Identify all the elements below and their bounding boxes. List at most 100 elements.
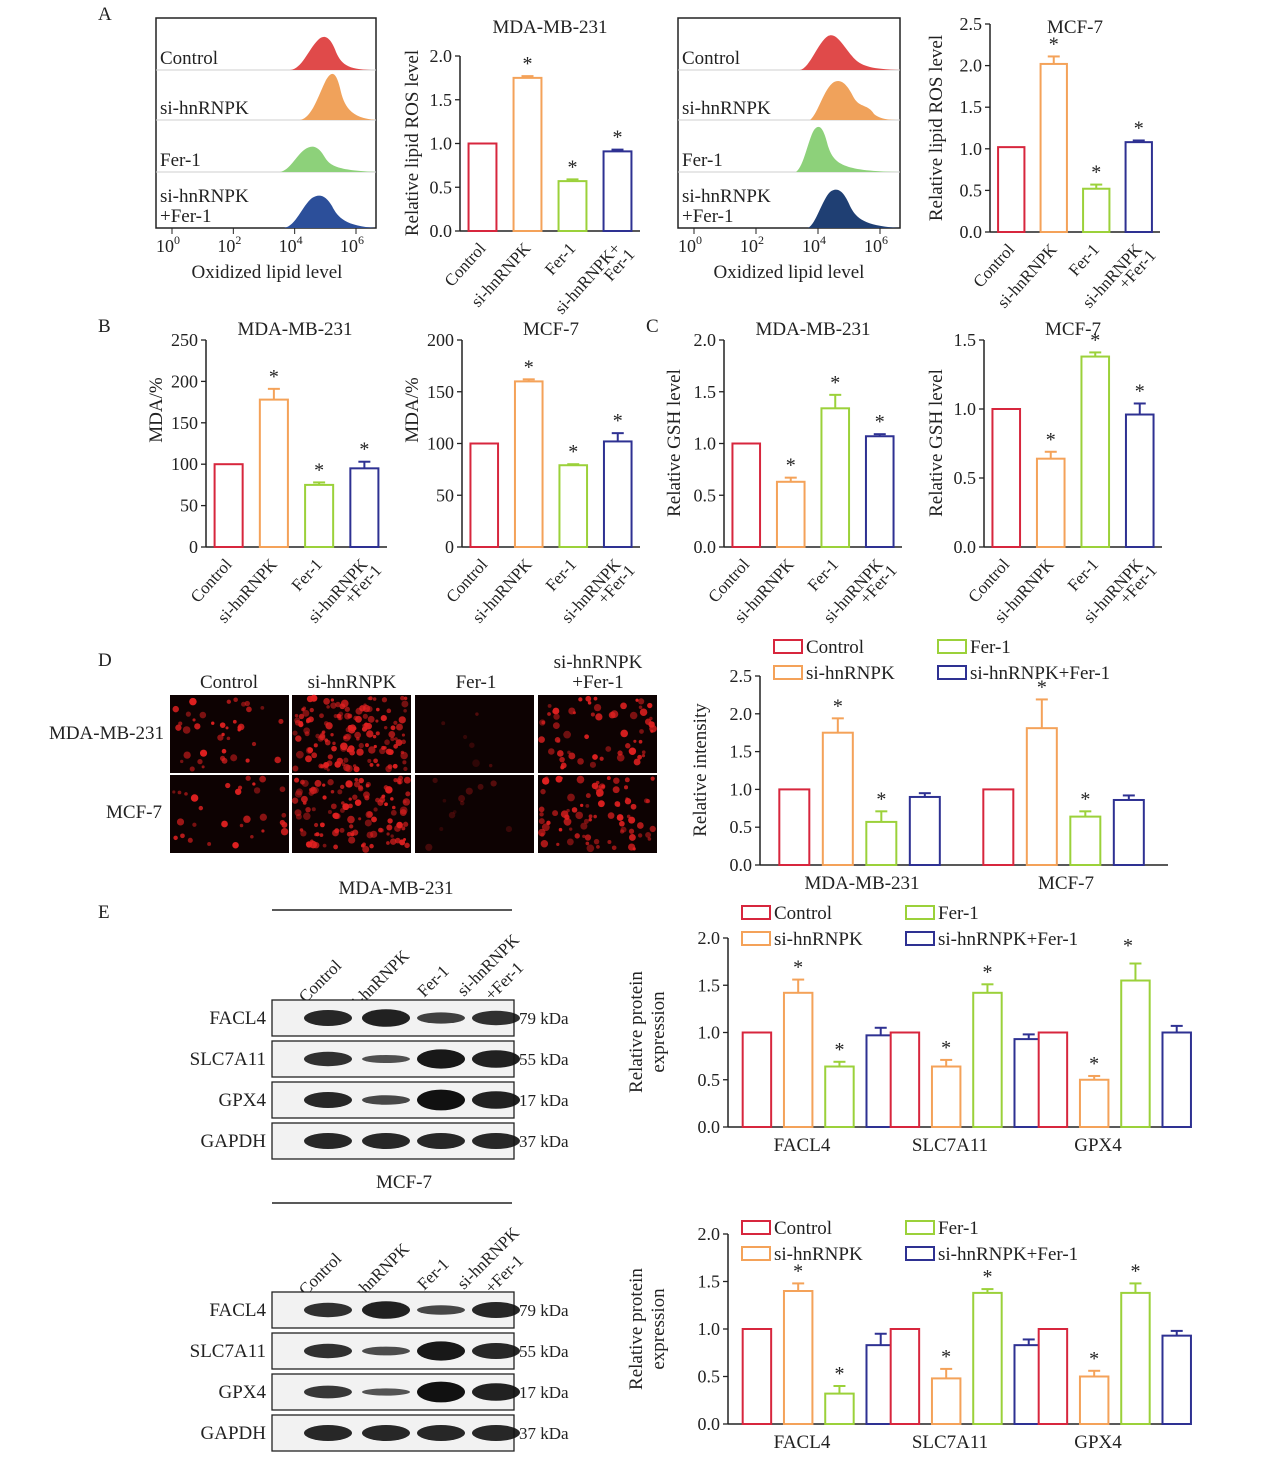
cell-dot (578, 697, 583, 702)
cell-dot (350, 830, 355, 836)
cell-dot (342, 803, 350, 811)
cell-dot (340, 742, 348, 751)
chart-title: MCF-7 (1045, 319, 1101, 340)
blot-lane-label: Control (295, 956, 345, 1006)
cell-dot (172, 705, 179, 713)
cell-dot (246, 706, 252, 713)
flow-histogram-left: Control si-hnRNPK Fer-1 si-hnRNPK +Fer-1… (155, 17, 377, 283)
cell-dot (319, 833, 324, 838)
blot-band (362, 1346, 410, 1356)
bar (558, 464, 589, 548)
cell-dot (226, 699, 231, 704)
blot-band (417, 1381, 465, 1403)
cell-dot (294, 719, 301, 726)
cell-dot (331, 745, 337, 752)
blot-band (472, 1133, 520, 1149)
cell-dot (390, 736, 395, 742)
flow-tick-label: 106 (864, 233, 888, 256)
cell-dot (292, 730, 298, 736)
cell-dot (253, 787, 261, 794)
cell-dot (391, 805, 396, 810)
blot-band (362, 1425, 410, 1441)
cell-dot (366, 730, 374, 738)
cell-dot (180, 759, 184, 764)
chart-e2: 0.0 0.5 1.0 1.5 2.0 Relative proteinexpressio… (626, 1218, 1192, 1453)
cell-dot (185, 711, 191, 717)
image-row-mda: MDA-MB-231 (49, 723, 164, 744)
cell-dot (298, 713, 305, 720)
legend-label: si-hnRNPK+Fer-1 (970, 663, 1110, 684)
significance-star: * (1091, 162, 1101, 184)
cell-dot (327, 779, 334, 786)
bar (512, 76, 543, 232)
significance-star: * (1089, 1053, 1099, 1075)
x-category-label: GPX4 (1074, 1432, 1122, 1453)
significance-star: * (1090, 329, 1100, 351)
cell-dot (593, 814, 597, 819)
legend-label: Fer-1 (938, 1218, 979, 1239)
legend-label: si-hnRNPK+Fer-1 (938, 929, 1078, 950)
blot-band (472, 1343, 520, 1359)
cell-dot (347, 724, 353, 731)
cell-dot (401, 733, 406, 737)
cell-dot (330, 698, 335, 702)
cell-dot (644, 718, 652, 725)
cell-dot (385, 786, 393, 794)
cell-dot (322, 843, 327, 848)
y-tick-label: 0.5 (430, 177, 453, 197)
cell-dot (251, 741, 257, 747)
x-category-label: Fer-1 (1064, 555, 1103, 595)
cell-dot (556, 842, 560, 846)
legend-label: Control (806, 637, 864, 658)
cell-dot (358, 777, 364, 784)
cell-dot (607, 839, 612, 844)
blot-band (417, 1341, 465, 1361)
y-tick-label: 0.5 (954, 468, 977, 488)
flow-tick-label: 102 (217, 233, 241, 256)
cell-dot (299, 828, 304, 832)
cell-dot (643, 798, 649, 804)
chart-title: MDA-MB-231 (237, 319, 352, 340)
cell-dot (326, 705, 330, 709)
cell-dot (279, 786, 286, 793)
cell-dot (465, 787, 473, 795)
bar (778, 788, 811, 867)
cell-dot (387, 818, 393, 824)
bar (1025, 727, 1058, 866)
cell-dot (340, 745, 347, 752)
flow-histogram-right: Control si-hnRNPK Fer-1 si-hnRNPK +Fer-1… (677, 17, 901, 283)
cell-dot (356, 748, 364, 756)
cell-dot (588, 814, 593, 819)
cell-dot (226, 736, 231, 741)
cell-dot (441, 721, 446, 726)
cell-dot (585, 793, 591, 799)
cell-dot (300, 830, 307, 837)
cell-dot (386, 832, 390, 836)
cell-dot (300, 779, 305, 785)
cell-dot (326, 768, 330, 772)
x-category-label: Fer-1 (804, 555, 843, 595)
cell-dot (390, 809, 397, 816)
cell-dot (244, 700, 250, 707)
cell-dot (574, 833, 580, 839)
cell-dot (339, 703, 346, 710)
cell-dot (295, 750, 304, 759)
blot-band (304, 1425, 352, 1441)
chart-c1: 0.0 0.5 1.0 1.5 2.0 Relative GSH level MDA-MB-… (664, 319, 902, 627)
cell-dot (330, 733, 334, 737)
flow-tick-label: 100 (156, 233, 180, 256)
blot-top-title: MDA-MB-231 (338, 878, 453, 899)
bar (824, 1392, 855, 1425)
cell-dot (315, 832, 320, 837)
y-axis-label: MDA/% (402, 377, 423, 443)
histogram-fer-1 (156, 146, 376, 172)
blot-bottom-title: MCF-7 (376, 1172, 432, 1193)
cell-dot (352, 794, 358, 800)
cell-dot (379, 747, 386, 755)
image-col-control: Control (200, 672, 258, 693)
bar (864, 435, 895, 549)
cell-dot (575, 811, 583, 820)
cell-dot (641, 750, 646, 755)
cell-dot (294, 790, 303, 798)
